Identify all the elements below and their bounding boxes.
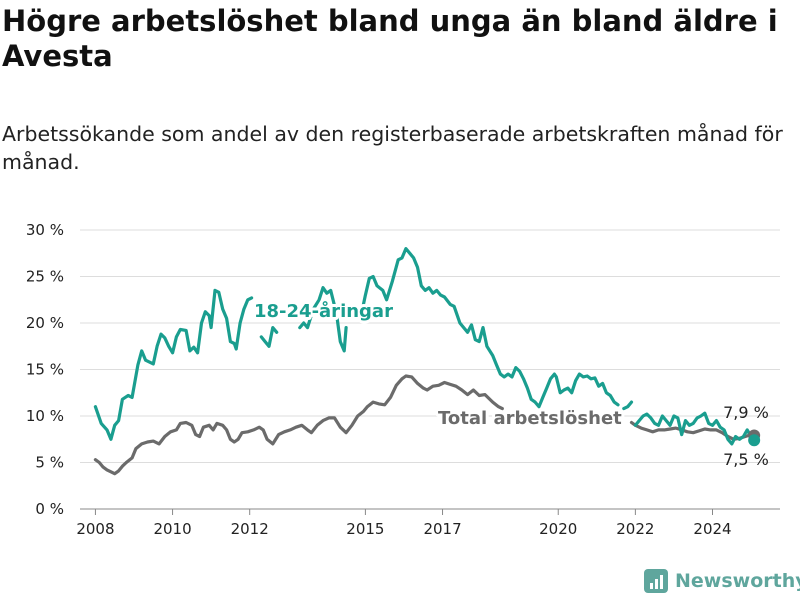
- series-line-youth: [93, 288, 254, 441]
- series-line-youth: [622, 400, 634, 411]
- series-line-total: [93, 374, 504, 476]
- y-tick-label: 15 %: [26, 361, 64, 379]
- y-tick-label: 5 %: [35, 454, 64, 472]
- end-label-youth: 7,5 %: [723, 450, 769, 469]
- x-tick-label: 2015: [346, 520, 384, 538]
- page-title: Högre arbetslöshet bland unga än bland ä…: [2, 4, 778, 73]
- x-tick-label: 2024: [693, 520, 731, 538]
- y-tick-label: 20 %: [26, 314, 64, 332]
- x-tick-label: 2017: [423, 520, 461, 538]
- chart-series: [93, 247, 761, 476]
- y-tick-label: 10 %: [26, 407, 64, 425]
- y-axis: 0 % 5 % 10 % 15 % 20 % 25 % 30 %: [26, 221, 64, 518]
- series-label-youth-halo: 18-24-åringar: [254, 300, 393, 322]
- series-label-total-halo: Total arbetslöshet: [438, 408, 622, 429]
- chart-grid: [80, 229, 780, 510]
- series-line-youth: [359, 247, 620, 409]
- x-tick-label: 2020: [539, 520, 577, 538]
- series-line-youth: [298, 286, 348, 353]
- x-axis: 2008 2010 2012 2015 2017 2020 2022 2024: [76, 509, 732, 538]
- x-tick-label: 2010: [153, 520, 191, 538]
- brand-name: Newsworthy: [675, 570, 800, 592]
- series-label-total: Total arbetslöshet: [438, 408, 622, 429]
- x-tick-label: 2012: [231, 520, 269, 538]
- series-line-youth: [259, 326, 279, 348]
- y-tick-label: 30 %: [26, 221, 64, 239]
- newsworthy-logo[interactable]: Newsworthy: [644, 569, 800, 593]
- bar-chart-logo-icon: [644, 569, 668, 593]
- end-point-youth: [748, 434, 761, 447]
- series-label-youth: 18-24-åringar: [254, 300, 393, 322]
- end-label-total: 7,9 %: [723, 403, 769, 422]
- series-line-youth: [633, 411, 756, 446]
- y-tick-label: 25 %: [26, 268, 64, 286]
- page-subtitle: Arbetssökande som andel av den registerb…: [2, 122, 783, 174]
- x-tick-label: 2022: [616, 520, 654, 538]
- x-tick-label: 2008: [76, 520, 114, 538]
- y-tick-label: 0 %: [35, 500, 64, 518]
- chart-labels: 7,9 %7,5 %18-24-åringar18-24-åringarTota…: [251, 297, 769, 469]
